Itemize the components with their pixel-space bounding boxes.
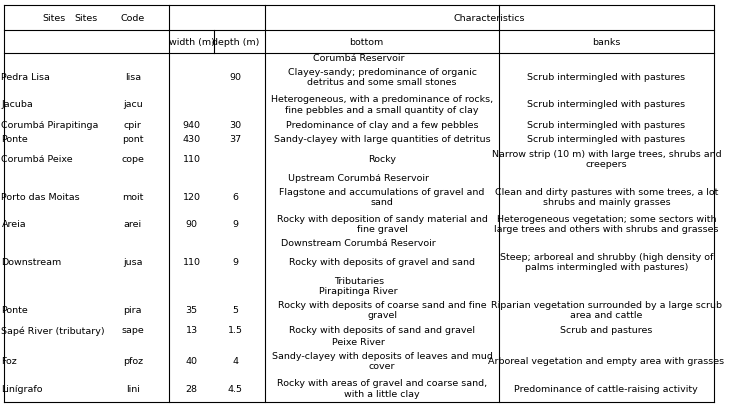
Text: Predominance of cattle-raising activity: Predominance of cattle-raising activity [515, 384, 698, 392]
Text: Linígrafo: Linígrafo [1, 384, 43, 392]
Text: Predominance of clay and a few pebbles: Predominance of clay and a few pebbles [286, 121, 478, 130]
Text: Narrow strip (10 m) with large trees, shrubs and
creepers: Narrow strip (10 m) with large trees, sh… [492, 149, 721, 169]
Text: Sites: Sites [43, 14, 66, 23]
Text: Scrub intermingled with pastures: Scrub intermingled with pastures [527, 134, 686, 143]
Text: 6: 6 [232, 192, 239, 201]
Text: 110: 110 [183, 155, 201, 164]
Text: Downstream Corumbá Reservoir: Downstream Corumbá Reservoir [281, 239, 436, 247]
Text: bottom: bottom [349, 38, 383, 47]
Text: Pedra Lisa: Pedra Lisa [1, 73, 50, 82]
Text: Downstream: Downstream [1, 257, 62, 266]
Text: 37: 37 [229, 134, 242, 143]
Text: Rocky with deposits of gravel and sand: Rocky with deposits of gravel and sand [289, 257, 475, 266]
Text: Sandy-clayey with large quantities of detritus: Sandy-clayey with large quantities of de… [274, 134, 490, 143]
Text: Heterogeneous, with a predominance of rocks,
fine pebbles and a small quantity o: Heterogeneous, with a predominance of ro… [271, 95, 493, 114]
Text: Upstream Corumbá Reservoir: Upstream Corumbá Reservoir [288, 173, 429, 183]
Text: Characteristics: Characteristics [454, 14, 525, 23]
Text: Riparian vegetation surrounded by a large scrub
area and cattle: Riparian vegetation surrounded by a larg… [491, 300, 722, 319]
Text: Rocky with deposits of coarse sand and fine
gravel: Rocky with deposits of coarse sand and f… [278, 300, 486, 319]
Text: Ponte: Ponte [1, 305, 28, 314]
Text: cpir: cpir [124, 121, 142, 130]
Text: 4.5: 4.5 [228, 384, 243, 392]
Text: jusa: jusa [123, 257, 142, 266]
Text: 28: 28 [186, 384, 198, 392]
Text: Scrub intermingled with pastures: Scrub intermingled with pastures [527, 73, 686, 82]
Text: Scrub and pastures: Scrub and pastures [560, 326, 653, 335]
Text: width (m): width (m) [169, 38, 215, 47]
Text: 90: 90 [186, 220, 198, 228]
Text: banks: banks [592, 38, 621, 47]
Text: Clean and dirty pastures with some trees, a lot
shrubs and mainly grasses: Clean and dirty pastures with some trees… [495, 187, 718, 207]
Text: Code: Code [121, 14, 145, 23]
Text: 9: 9 [232, 220, 239, 228]
Text: 30: 30 [229, 121, 242, 130]
Text: Arboreal vegetation and empty area with grasses: Arboreal vegetation and empty area with … [489, 356, 724, 365]
Text: Rocky with areas of gravel and coarse sand,
with a little clay: Rocky with areas of gravel and coarse sa… [277, 378, 487, 398]
Text: Rocky with deposits of sand and gravel: Rocky with deposits of sand and gravel [289, 326, 475, 335]
Text: 90: 90 [229, 73, 242, 82]
Text: 4: 4 [232, 356, 239, 365]
Text: arei: arei [124, 220, 142, 228]
Text: 40: 40 [186, 356, 198, 365]
Text: pira: pira [124, 305, 142, 314]
Text: Foz: Foz [1, 356, 17, 365]
Text: Sandy-clayey with deposits of leaves and mud
cover: Sandy-clayey with deposits of leaves and… [272, 351, 492, 371]
Text: lini: lini [126, 384, 140, 392]
Text: 940: 940 [183, 121, 201, 130]
Text: Corumbá Reservoir: Corumbá Reservoir [313, 54, 404, 63]
Text: Ponte: Ponte [1, 134, 28, 143]
Text: Sites: Sites [75, 14, 98, 23]
Text: Sapé River (tributary): Sapé River (tributary) [1, 325, 105, 335]
Text: pfoz: pfoz [122, 356, 142, 365]
Text: 120: 120 [183, 192, 201, 201]
Text: 1.5: 1.5 [228, 326, 243, 335]
Text: cope: cope [122, 155, 144, 164]
Text: Corumbá Pirapitinga: Corumbá Pirapitinga [1, 121, 98, 130]
Text: Clayey-sandy; predominance of organic
detritus and some small stones: Clayey-sandy; predominance of organic de… [288, 68, 477, 87]
Text: 430: 430 [183, 134, 201, 143]
Text: 9: 9 [232, 257, 239, 266]
Text: Rocky with deposition of sandy material and
fine gravel: Rocky with deposition of sandy material … [277, 214, 488, 234]
Text: Steep; arboreal and shrubby (high density of
palms intermingled with pastures): Steep; arboreal and shrubby (high densit… [500, 252, 713, 271]
Text: moit: moit [122, 192, 143, 201]
Text: lisa: lisa [125, 73, 141, 82]
Text: Rocky: Rocky [368, 155, 396, 164]
Text: 5: 5 [232, 305, 239, 314]
Text: 35: 35 [186, 305, 198, 314]
Text: pont: pont [122, 134, 143, 143]
Text: 13: 13 [186, 326, 198, 335]
Text: Tributaries
Pirapitinga River: Tributaries Pirapitinga River [319, 276, 398, 295]
Text: Flagstone and accumulations of gravel and
sand: Flagstone and accumulations of gravel an… [280, 187, 485, 207]
Text: Scrub intermingled with pastures: Scrub intermingled with pastures [527, 100, 686, 109]
Text: Corumbá Peixe: Corumbá Peixe [1, 155, 73, 164]
Text: Porto das Moitas: Porto das Moitas [1, 192, 80, 201]
Text: jacu: jacu [123, 100, 142, 109]
Text: Peixe River: Peixe River [332, 338, 385, 347]
Text: Jacuba: Jacuba [1, 100, 33, 109]
Text: Areia: Areia [1, 220, 26, 228]
Text: Scrub intermingled with pastures: Scrub intermingled with pastures [527, 121, 686, 130]
Text: depth (m): depth (m) [212, 38, 259, 47]
Text: Heterogeneous vegetation; some sectors with
large trees and others with shrubs a: Heterogeneous vegetation; some sectors w… [494, 214, 718, 234]
Text: sape: sape [122, 326, 144, 335]
Text: 110: 110 [183, 257, 201, 266]
